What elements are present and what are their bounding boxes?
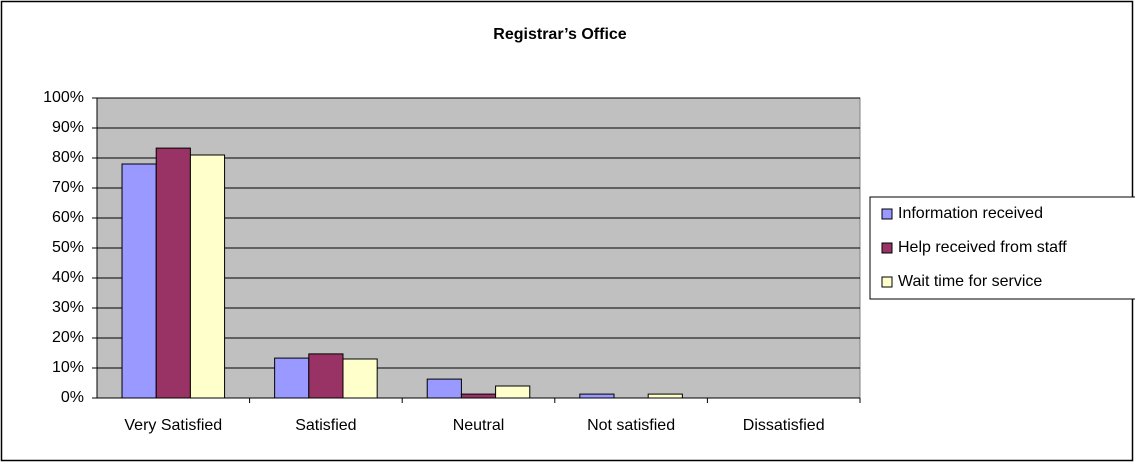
bar [155, 147, 191, 399]
bar [495, 385, 531, 399]
y-tick-label: 20% [52, 329, 84, 346]
x-tick-label: Neutral [453, 417, 505, 434]
bar [647, 393, 683, 399]
x-tick-label: Dissatisfied [743, 417, 825, 434]
x-tick-label: Not satisfied [587, 417, 675, 434]
bar [308, 353, 344, 399]
legend-label: Wait time for service [898, 273, 1042, 290]
x-tick-label: Satisfied [295, 417, 356, 434]
legend-swatch [881, 242, 893, 254]
y-tick-label: 50% [52, 239, 84, 256]
y-tick-label: 100% [43, 89, 84, 106]
y-tick-label: 70% [52, 179, 84, 196]
y-tick-label: 10% [52, 359, 84, 376]
legend-label: Help received from staff [898, 239, 1067, 256]
bar [121, 163, 157, 399]
y-tick-label: 0% [61, 389, 84, 406]
y-tick-label: 80% [52, 149, 84, 166]
legend-swatch [881, 208, 893, 220]
legend-label: Information received [898, 205, 1043, 222]
y-tick-label: 30% [52, 299, 84, 316]
x-tick-label: Very Satisfied [124, 417, 222, 434]
bar [189, 154, 226, 399]
bar [460, 393, 497, 399]
bar [274, 357, 310, 399]
bar [426, 378, 462, 399]
y-tick-label: 40% [52, 269, 84, 286]
legend-swatch [881, 276, 893, 288]
legend-box [869, 196, 1135, 300]
bar [342, 358, 378, 399]
y-tick-label: 90% [52, 119, 84, 136]
bar [579, 393, 615, 399]
chart-title: Registrar’s Office [493, 26, 626, 43]
y-tick-label: 60% [52, 209, 84, 226]
